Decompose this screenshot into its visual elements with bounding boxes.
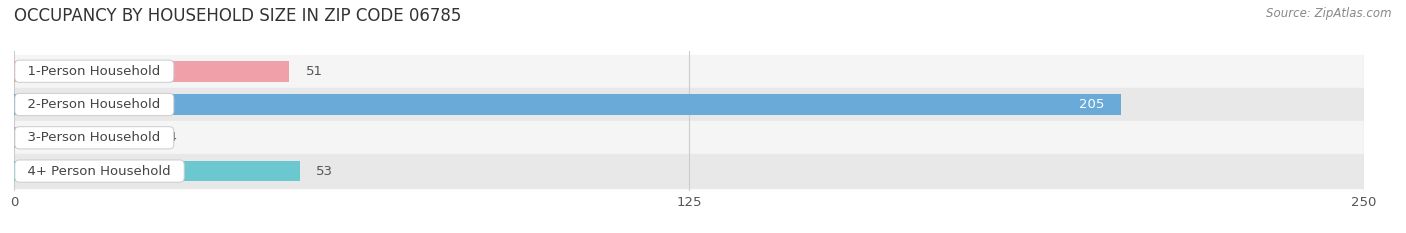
Text: Source: ZipAtlas.com: Source: ZipAtlas.com	[1267, 7, 1392, 20]
Bar	[14, 161, 301, 182]
Bar	[14, 127, 143, 148]
Text: 51: 51	[305, 65, 322, 78]
Text: 3-Person Household: 3-Person Household	[20, 131, 169, 144]
Bar	[14, 154, 1364, 188]
Text: OCCUPANCY BY HOUSEHOLD SIZE IN ZIP CODE 06785: OCCUPANCY BY HOUSEHOLD SIZE IN ZIP CODE …	[14, 7, 461, 25]
Bar	[14, 55, 1364, 88]
Bar	[14, 121, 1364, 154]
Text: 4+ Person Household: 4+ Person Household	[20, 164, 180, 178]
Text: 2-Person Household: 2-Person Household	[20, 98, 169, 111]
Text: 205: 205	[1080, 98, 1105, 111]
Text: 53: 53	[316, 164, 333, 178]
Bar	[14, 61, 290, 82]
Text: 1-Person Household: 1-Person Household	[20, 65, 169, 78]
Bar	[14, 88, 1364, 121]
Bar	[14, 94, 1121, 115]
Text: 24: 24	[160, 131, 177, 144]
